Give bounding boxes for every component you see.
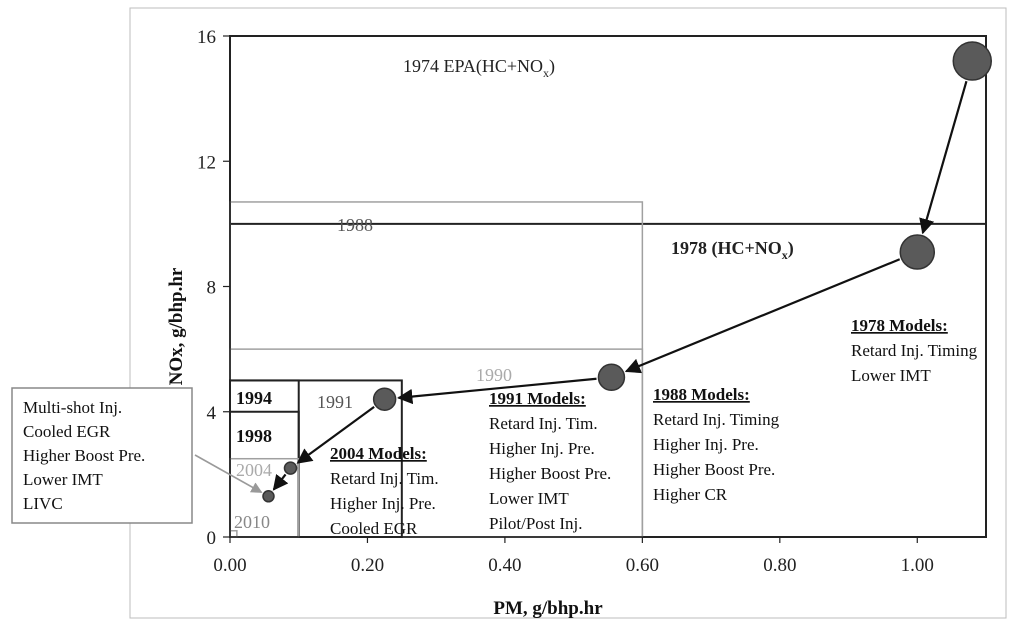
trajectory-arrow	[272, 473, 289, 491]
x-tick-label: 0.80	[763, 555, 796, 576]
standard-label-text: 1998	[236, 426, 272, 446]
trajectory-arrow	[397, 377, 597, 405]
model-point	[899, 234, 936, 270]
standard-label-text: 1974 EPA(HC+NO	[403, 56, 543, 77]
standard-label: 1974 EPA(HC+NOx)	[403, 56, 555, 80]
model-annotation-line: Retard Inj. Timing	[653, 410, 780, 429]
model-annotation-line: Higher CR	[653, 485, 728, 504]
model-annotation-line: Retard Inj. Tim.	[330, 469, 439, 488]
x-tick-label: 1.00	[901, 555, 934, 576]
model-points	[262, 41, 993, 503]
model-annotation-line: LIVC	[23, 494, 63, 513]
standard-label: 2004	[236, 460, 272, 480]
model-annotation-line: Higher Inj. Pre.	[489, 439, 595, 458]
multishot-callout-box	[11, 387, 193, 524]
trajectory-arrow	[624, 258, 901, 374]
standard-label-subscript: x	[782, 248, 788, 262]
x-tick-label: 0.60	[626, 555, 659, 576]
standard-label: 1990	[476, 365, 512, 385]
standard-label: 1994	[236, 388, 272, 408]
standard-label: 1988	[337, 215, 373, 235]
model-annotation-line: Multi-shot Inj.	[23, 398, 122, 417]
standard-label-suffix: )	[788, 238, 794, 259]
standard-label-text: 1988	[337, 215, 373, 235]
axes: 0.00 0.20 0.40 0.60 0.80 1.00 0 4 8 12 16 PM, g/bhp…	[166, 27, 986, 619]
x-tick-label: 0.20	[351, 555, 384, 576]
model-point	[283, 461, 298, 475]
model-annotation-line: Higher Boost Pre.	[489, 464, 611, 483]
y-tick-label: 4	[207, 403, 217, 424]
standard-label-text: 1991	[317, 392, 353, 412]
model-annotation-line: Retard Inj. Tim.	[489, 414, 598, 433]
model-annotation-line: Cooled EGR	[23, 422, 111, 441]
model-annotation-title: 1988 Models:	[653, 385, 750, 404]
standard-label-suffix: )	[549, 56, 555, 77]
standard-label-text: 2010	[234, 512, 270, 532]
y-tick-label: 0	[207, 528, 217, 549]
text-labels: 1974 EPA(HC+NOx)1978 (HC+NOx)19881990199…	[11, 56, 978, 538]
model-annotation-line: Higher Inj. Pre.	[330, 494, 436, 513]
standard-label-text: 1990	[476, 365, 512, 385]
model-annotation-line: Lower IMT	[489, 489, 569, 508]
standard-label-text: 2004	[236, 460, 272, 480]
standard-label: 2010	[234, 512, 270, 532]
y-tick-label: 8	[207, 278, 217, 299]
model-point	[262, 490, 275, 503]
model-annotation-line: Retard Inj. Timing	[851, 341, 978, 360]
y-tick-label: 16	[197, 27, 216, 48]
model-point	[372, 387, 397, 411]
standard-label-text: 1994	[236, 388, 272, 408]
standard-label: 1991	[317, 392, 353, 412]
y-axis-title: NOx, g/bhp.hr	[166, 267, 187, 385]
model-annotation-line: Cooled EGR	[330, 519, 418, 538]
trajectory-arrow	[296, 406, 375, 464]
chart-frame	[129, 7, 1007, 619]
model-annotation-title: 1978 Models:	[851, 316, 948, 335]
model-annotation-title: 2004 Models:	[330, 444, 427, 463]
model-point	[952, 41, 993, 81]
model-annotation-line: Higher Boost Pre.	[653, 460, 775, 479]
x-tick-label: 0.40	[488, 555, 521, 576]
x-axis-title: PM, g/bhp.hr	[493, 598, 603, 619]
y-tick-label: 12	[197, 152, 216, 173]
x-tick-label: 0.00	[213, 555, 246, 576]
standard-label-subscript: x	[543, 66, 549, 80]
model-annotation-title: 1991 Models:	[489, 389, 586, 408]
model-annotation-line: Pilot/Post Inj.	[489, 514, 583, 533]
trajectory-arrows	[194, 80, 968, 493]
callout-arrow	[194, 454, 263, 493]
model-annotation-line: Lower IMT	[23, 470, 103, 489]
model-annotation-line: Lower IMT	[851, 366, 931, 385]
model-annotation-line: Higher Boost Pre.	[23, 446, 145, 465]
standard-label: 1978 (HC+NOx)	[671, 238, 794, 262]
standard-label-text: 1978 (HC+NO	[671, 238, 782, 259]
model-point	[597, 363, 626, 392]
standard-label: 1998	[236, 426, 272, 446]
model-annotation-line: Higher Inj. Pre.	[653, 435, 759, 454]
trajectory-arrow	[919, 80, 968, 235]
